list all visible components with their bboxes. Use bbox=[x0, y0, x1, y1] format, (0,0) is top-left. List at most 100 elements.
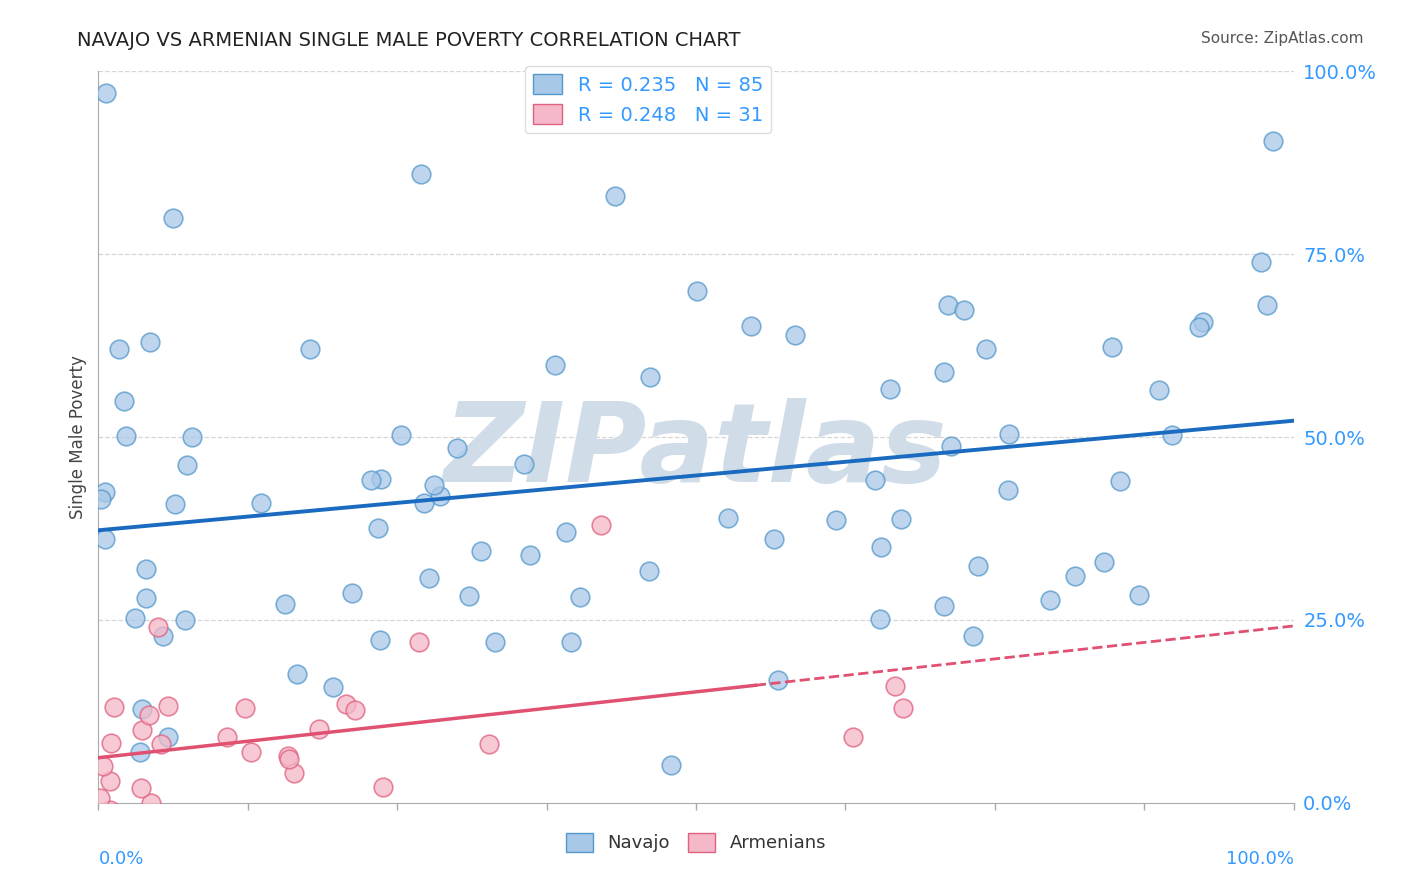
Text: Source: ZipAtlas.com: Source: ZipAtlas.com bbox=[1201, 31, 1364, 46]
Point bbox=[659, 757, 682, 772]
Point bbox=[1108, 474, 1130, 488]
Point bbox=[250, 496, 273, 510]
Point bbox=[340, 586, 363, 600]
Point bbox=[283, 766, 305, 780]
Point bbox=[181, 430, 204, 444]
Point bbox=[1147, 383, 1170, 397]
Point bbox=[176, 458, 198, 472]
Point bbox=[998, 427, 1021, 442]
Point bbox=[1188, 320, 1211, 334]
Point bbox=[1092, 555, 1115, 569]
Point bbox=[108, 342, 131, 356]
Point bbox=[974, 343, 997, 357]
Point bbox=[129, 745, 152, 759]
Point bbox=[103, 699, 125, 714]
Point bbox=[138, 708, 160, 723]
Point bbox=[368, 632, 391, 647]
Point bbox=[98, 773, 121, 788]
Point bbox=[139, 796, 162, 810]
Point bbox=[932, 599, 955, 614]
Text: NAVAJO VS ARMENIAN SINGLE MALE POVERTY CORRELATION CHART: NAVAJO VS ARMENIAN SINGLE MALE POVERTY C… bbox=[77, 31, 741, 50]
Point bbox=[277, 749, 299, 764]
Point bbox=[273, 597, 295, 611]
Point bbox=[591, 517, 613, 532]
Point bbox=[997, 483, 1019, 497]
Point bbox=[165, 497, 187, 511]
Point bbox=[519, 548, 541, 562]
Point bbox=[740, 318, 762, 333]
Point bbox=[470, 543, 492, 558]
Point bbox=[89, 790, 111, 805]
Text: 0.0%: 0.0% bbox=[98, 850, 143, 868]
Point bbox=[156, 699, 179, 714]
Point bbox=[1160, 428, 1182, 442]
Point bbox=[413, 496, 436, 510]
Point bbox=[640, 370, 662, 384]
Point bbox=[135, 591, 157, 605]
Legend: Navajo, Armenians: Navajo, Armenians bbox=[558, 826, 834, 860]
Point bbox=[411, 167, 433, 181]
Point bbox=[763, 532, 786, 546]
Point bbox=[308, 722, 330, 736]
Point bbox=[298, 343, 321, 357]
Point bbox=[458, 590, 481, 604]
Point bbox=[322, 680, 344, 694]
Point bbox=[240, 745, 263, 759]
Point bbox=[891, 700, 914, 714]
Point bbox=[131, 702, 153, 716]
Point bbox=[513, 457, 536, 471]
Point bbox=[135, 562, 157, 576]
Point bbox=[560, 634, 582, 648]
Text: ZIPatlas: ZIPatlas bbox=[444, 398, 948, 505]
Point bbox=[1261, 135, 1284, 149]
Point bbox=[335, 697, 357, 711]
Point bbox=[1128, 588, 1150, 602]
Point bbox=[869, 541, 891, 555]
Point bbox=[152, 629, 174, 643]
Point bbox=[638, 565, 661, 579]
Point bbox=[879, 382, 901, 396]
Point bbox=[94, 484, 117, 499]
Point bbox=[155, 810, 177, 824]
Point bbox=[418, 571, 440, 585]
Point bbox=[149, 737, 172, 751]
Point bbox=[938, 298, 960, 312]
Point bbox=[686, 284, 709, 298]
Point bbox=[766, 673, 789, 688]
Point bbox=[373, 780, 395, 794]
Point bbox=[367, 521, 389, 535]
Point bbox=[91, 759, 114, 773]
Point bbox=[93, 532, 115, 546]
Point bbox=[1064, 569, 1087, 583]
Point bbox=[162, 211, 184, 225]
Point bbox=[90, 492, 112, 507]
Point bbox=[1250, 254, 1272, 268]
Point bbox=[114, 818, 136, 832]
Point bbox=[131, 781, 153, 796]
Point bbox=[484, 634, 506, 648]
Point bbox=[932, 365, 955, 379]
Point bbox=[884, 679, 907, 693]
Point bbox=[131, 723, 153, 737]
Point bbox=[344, 703, 367, 717]
Point bbox=[94, 87, 117, 101]
Point bbox=[233, 700, 256, 714]
Point bbox=[1256, 298, 1278, 312]
Point bbox=[98, 803, 121, 817]
Point bbox=[285, 667, 308, 681]
Point bbox=[568, 590, 591, 604]
Point bbox=[555, 525, 578, 540]
Point bbox=[1192, 315, 1215, 329]
Point bbox=[146, 620, 169, 634]
Point bbox=[408, 635, 430, 649]
Point bbox=[842, 730, 865, 744]
Point bbox=[446, 441, 468, 455]
Point bbox=[783, 327, 806, 342]
Point bbox=[825, 513, 848, 527]
Point bbox=[429, 489, 451, 503]
Point bbox=[1039, 593, 1062, 607]
Point bbox=[939, 439, 962, 453]
Point bbox=[360, 474, 382, 488]
Point bbox=[869, 612, 891, 626]
Point bbox=[1101, 340, 1123, 354]
